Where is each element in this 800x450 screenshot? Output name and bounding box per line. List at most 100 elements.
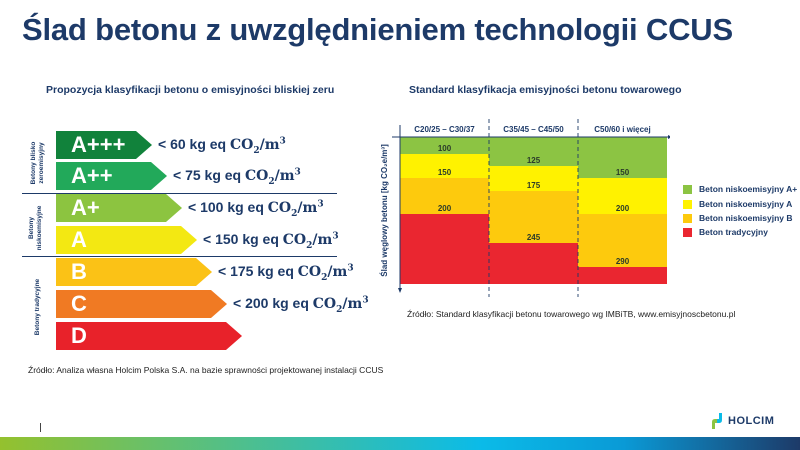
chart-cell-beton-niskoemisyjny-b: [489, 191, 578, 243]
emission-limit: < 60 kg eq CO2/m3: [158, 136, 286, 156]
legend-label: Beton niskoemisyjny B: [699, 213, 793, 223]
left-source-note: Źródło: Analiza własna Holcim Polska S.A…: [28, 365, 384, 375]
limit-limit: < 100 kg eq: [188, 199, 268, 215]
energy-class-bar: C: [56, 290, 227, 318]
group-divider: [22, 193, 337, 194]
legend-label: Beton niskoemisyjny A: [699, 199, 793, 209]
limit-limit: < 60 kg eq: [158, 136, 230, 152]
limit-limit: < 150 kg eq: [203, 231, 283, 247]
limit-unit: CO: [312, 296, 337, 312]
energy-class-bar: B: [56, 258, 212, 286]
limit-sup: 3: [332, 231, 339, 242]
threshold-value-label: 150: [616, 168, 630, 177]
threshold-value-label: 175: [527, 181, 541, 190]
limit-unit: CO: [282, 232, 307, 248]
limit-unit: CO: [267, 200, 292, 216]
page-title: Ślad betonu z uwzględnieniem technologii…: [22, 12, 733, 47]
limit-per: /m: [297, 200, 318, 216]
legend-label: Beton tradycyjny: [699, 227, 768, 237]
legend-label: Beton niskoemisyjny A+: [699, 184, 798, 194]
limit-limit: < 75 kg eq: [173, 167, 245, 183]
arrow-tip: [226, 322, 242, 350]
chart-cell-beton-niskoemisyjny-a+: [578, 137, 667, 178]
chart-cell-beton-tradycyjny: [400, 214, 489, 284]
emission-limit: < 150 kg eq CO2/m3: [203, 231, 339, 251]
chart-cell-beton-niskoemisyjny-a: [489, 166, 578, 191]
limit-per: /m: [312, 232, 333, 248]
limit-sup: 3: [362, 295, 369, 306]
arrow-tip: [151, 162, 167, 190]
group-label-near-zero: Betony blisko zeroemisyjny: [30, 141, 45, 185]
energy-class-label: C: [56, 290, 211, 318]
emission-limit: < 175 kg eq CO2/m3: [218, 263, 354, 283]
chart-cell-beton-niskoemisyjny-a: [578, 178, 667, 214]
category-label: C20/25 – C30/37: [414, 125, 475, 134]
page-marker: [40, 423, 41, 432]
legend-item: Beton niskoemisyjny A: [683, 199, 792, 209]
energy-class-label: B: [56, 258, 196, 286]
right-panel-subtitle: Standard klasyfikacja emisyjności betonu…: [409, 84, 682, 96]
energy-class-label: A++: [56, 162, 151, 190]
arrow-tip: [136, 131, 152, 159]
emission-chart: 100 150 200 C20/25 – C30/37 125 175 245 C35/45 …: [380, 119, 670, 297]
energy-class-label: A+++: [56, 131, 136, 159]
x-axis-arrow-icon: [668, 135, 670, 139]
limit-per: /m: [274, 168, 295, 184]
group-divider: [22, 256, 337, 257]
limit-unit: CO: [244, 168, 269, 184]
energy-class-bar: A+: [56, 194, 182, 222]
chart-cell-beton-niskoemisyjny-a: [400, 154, 489, 178]
chart-cell-beton-tradycyjny: [489, 243, 578, 284]
brand-name: HOLCIM: [728, 415, 775, 427]
arrow-tip: [166, 194, 182, 222]
legend-swatch: [683, 227, 692, 237]
energy-class-bar: D: [56, 322, 242, 350]
category-label: C50/60 i więcej: [594, 125, 650, 134]
y-axis-arrow-icon: [398, 288, 402, 293]
limit-sub: 2: [306, 240, 313, 251]
threshold-value-label: 200: [438, 204, 452, 213]
emission-limit: < 200 kg eq CO2/m3: [233, 295, 369, 315]
y-axis-label: Ślad węglowy betonu [kg CO₂e/m³]: [380, 144, 389, 277]
chart-cell-beton-niskoemisyjny-a+: [489, 137, 578, 166]
chart-cell-beton-niskoemisyjny-a+: [400, 137, 489, 154]
limit-limit: < 200 kg eq: [233, 295, 313, 311]
emission-limit: < 75 kg eq CO2/m3: [173, 167, 301, 187]
energy-class-label: A+: [56, 194, 166, 222]
chart-cell-beton-niskoemisyjny-b: [400, 178, 489, 214]
arrow-tip: [211, 290, 227, 318]
legend-item: Beton niskoemisyjny B: [683, 213, 793, 223]
chart-cell-beton-niskoemisyjny-b: [578, 214, 667, 267]
limit-sup: 3: [279, 136, 286, 147]
threshold-value-label: 125: [527, 156, 541, 165]
limit-sup: 3: [294, 167, 301, 178]
legend-swatch: [683, 213, 692, 223]
threshold-value-label: 200: [616, 204, 630, 213]
limit-sup: 3: [347, 263, 354, 274]
footer-gradient-bar: [0, 437, 800, 450]
limit-sub: 2: [253, 145, 260, 156]
limit-per: /m: [327, 264, 348, 280]
arrow-tip: [196, 258, 212, 286]
emission-limit: < 100 kg eq CO2/m3: [188, 199, 324, 219]
limit-sub: 2: [336, 304, 343, 315]
group-label-low-emission: Betony niskoemisyjne: [28, 205, 43, 251]
threshold-value-label: 150: [438, 168, 452, 177]
arrow-tip: [181, 226, 197, 254]
energy-class-bar: A+++: [56, 131, 152, 159]
limit-unit: CO: [297, 264, 322, 280]
energy-class-bar: A++: [56, 162, 167, 190]
limit-limit: < 175 kg eq: [218, 263, 298, 279]
holcim-logo-icon: [712, 413, 722, 429]
group-label-traditional: Betony tradycyjne: [34, 278, 41, 336]
chart-cell-beton-tradycyjny: [578, 267, 667, 284]
legend-swatch: [683, 199, 692, 209]
energy-class-bar: A: [56, 226, 197, 254]
category-label: C35/45 – C45/50: [503, 125, 564, 134]
holcim-logo: HOLCIM: [710, 413, 774, 429]
legend-item: Beton tradycyjny: [683, 227, 768, 237]
legend-swatch: [683, 184, 692, 194]
limit-per: /m: [259, 137, 280, 153]
limit-sup: 3: [317, 199, 324, 210]
threshold-value-label: 100: [438, 144, 452, 153]
